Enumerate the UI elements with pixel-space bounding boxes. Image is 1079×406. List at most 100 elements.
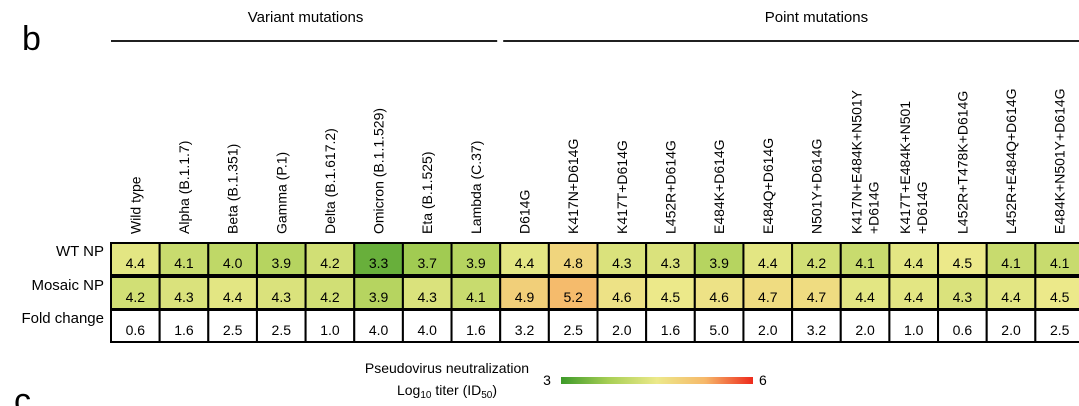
- cell-value: 4.7: [758, 289, 778, 305]
- row-labels: WT NP Mosaic NP Fold change: [21, 243, 104, 327]
- group-label: Variant mutations: [248, 9, 364, 26]
- cell-value: 4.7: [807, 289, 827, 305]
- cell-value: 0.6: [126, 322, 146, 338]
- heatmap-cell: [401, 242, 453, 276]
- heatmap-cell: [645, 242, 696, 276]
- cell-value: 5.0: [709, 322, 729, 338]
- heatmap-cell: [596, 276, 648, 310]
- cell-value: 1.0: [904, 322, 924, 338]
- heatmap-cell: [255, 309, 307, 343]
- cell-value: 4.1: [1001, 255, 1021, 271]
- cell-value: 4.9: [515, 289, 535, 305]
- column-header-label: +D614G: [866, 181, 882, 234]
- column-headers: Wild type Alpha (B.1.1.7) Beta (B.1.351) Ga…: [127, 88, 1067, 234]
- cell-value: 2.0: [758, 322, 778, 338]
- row-label: Mosaic NP: [31, 277, 104, 294]
- cell-value: 4.4: [855, 289, 875, 305]
- heatmap-cell: [645, 276, 696, 310]
- column-header-label: E484K+D614G: [711, 139, 727, 234]
- cell-value: 3.9: [466, 255, 486, 271]
- heatmap-cell: [353, 309, 404, 343]
- cell-value: 4.2: [320, 289, 340, 305]
- cell-value: 4.3: [417, 289, 437, 305]
- heatmap-cell: [158, 309, 210, 343]
- cell-value: 2.5: [1050, 322, 1070, 338]
- heatmap-cell: [110, 309, 161, 343]
- colorbar-subtitle: Log10 titer (ID50): [397, 382, 497, 401]
- cell-value: 4.2: [807, 255, 827, 271]
- heatmap-cell: [791, 242, 842, 276]
- cell-value: 4.6: [709, 289, 729, 305]
- heatmap-cell: [888, 242, 940, 276]
- cell-value: 4.4: [904, 289, 924, 305]
- heatmap-cell: [888, 276, 940, 310]
- column-header-label: Gamma (P.1): [273, 152, 289, 234]
- heatmap-cell: [1034, 276, 1079, 310]
- cell-value: 4.0: [417, 322, 437, 338]
- cell-value: 3.2: [515, 322, 535, 338]
- heatmap-cells: 4.4 4.1 4.0 3.9 4.2 3.3 3.7 3.9 4.4 4.8 4.3 4.3 3.9 4…: [110, 242, 1079, 343]
- heatmap-cell: [255, 276, 307, 310]
- column-header-label: L452R+E484Q+D614G: [1003, 88, 1019, 234]
- column-header-label: E484Q+D614G: [760, 138, 776, 234]
- heatmap-cell: [499, 242, 550, 276]
- heatmap-cell: [450, 276, 502, 310]
- heatmap-cell: [547, 309, 599, 343]
- cell-value: 4.4: [515, 255, 535, 271]
- cell-value: 3.3: [369, 255, 389, 271]
- column-header-label: L452R+D614G: [662, 140, 678, 234]
- heatmap-cell: [450, 242, 502, 276]
- heatmap-cell: [985, 276, 1037, 310]
- cell-value: 0.6: [953, 322, 973, 338]
- cell-value: 5.2: [563, 289, 583, 305]
- heatmap-cell: [937, 309, 988, 343]
- heatmap-cell: [1034, 242, 1079, 276]
- cell-value: 4.4: [1001, 289, 1021, 305]
- cell-value: 4.1: [466, 289, 486, 305]
- column-header-label: Beta (B.1.351): [225, 144, 241, 234]
- heatmap-cell: [596, 309, 648, 343]
- cell-value: 1.6: [174, 322, 194, 338]
- cell-value: 3.9: [369, 289, 389, 305]
- cell-value: 1.6: [466, 322, 486, 338]
- column-header-label: Delta (B.1.617.2): [322, 128, 338, 234]
- cell-value: 4.1: [855, 255, 875, 271]
- column-header-label: L452R+T478K+D614G: [954, 91, 970, 234]
- heatmap-cell: [450, 309, 502, 343]
- cell-value: 4.4: [223, 289, 243, 305]
- cell-value: 4.0: [369, 322, 389, 338]
- cell-value: 1.0: [320, 322, 340, 338]
- cell-value: 4.3: [612, 255, 632, 271]
- heatmap-cell: [839, 309, 891, 343]
- cell-value: 4.5: [661, 289, 681, 305]
- column-header-label: E484K+N501Y+D614G: [1052, 88, 1068, 234]
- cell-value: 2.5: [272, 322, 292, 338]
- column-header-label: D614G: [517, 190, 533, 234]
- heatmap-cell: [499, 276, 550, 310]
- colorbar-title: Pseudovirus neutralization: [365, 360, 529, 376]
- colorbar: Pseudovirus neutralization Log10 titer (…: [365, 360, 767, 401]
- column-header-label: K417N+D614G: [565, 139, 581, 234]
- column-header-label: +D614G: [914, 181, 930, 234]
- cell-value: 4.5: [953, 255, 973, 271]
- heatmap-cell: [207, 309, 258, 343]
- cell-value: 2.5: [223, 322, 243, 338]
- colorbar-min-label: 3: [543, 372, 551, 388]
- cell-value: 2.0: [855, 322, 875, 338]
- panel-letter-c: c: [14, 382, 31, 406]
- heatmap-cell: [1034, 309, 1079, 343]
- heatmap-cell: [596, 242, 648, 276]
- cell-value: 2.0: [1001, 322, 1021, 338]
- cell-value: 4.6: [612, 289, 632, 305]
- cell-value: 4.3: [174, 289, 194, 305]
- column-header-label: Wild type: [127, 176, 143, 234]
- cell-value: 2.0: [612, 322, 632, 338]
- cell-value: 3.9: [272, 255, 292, 271]
- group-headers: Variant mutations Point mutations: [111, 9, 1079, 42]
- cell-value: 4.2: [126, 289, 146, 305]
- heatmap-cell: [839, 242, 891, 276]
- heatmap-cell: [693, 309, 745, 343]
- column-header-label: Alpha (B.1.1.7): [176, 141, 192, 234]
- cell-value: 4.1: [174, 255, 194, 271]
